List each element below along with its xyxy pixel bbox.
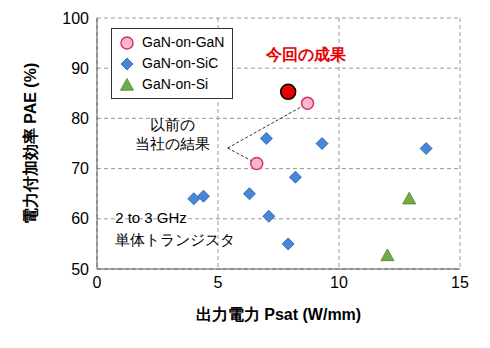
svg-text:80: 80 bbox=[71, 110, 89, 127]
svg-text:100: 100 bbox=[62, 10, 89, 27]
svg-text:電力付加効率 PAE (%): 電力付加効率 PAE (%) bbox=[21, 63, 39, 224]
html-text:GaN-on-GaN: GaN-on-GaN bbox=[142, 34, 225, 50]
svg-text:90: 90 bbox=[71, 60, 89, 77]
svg-text:15: 15 bbox=[451, 274, 469, 291]
svg-text:出力電力 Psat (W/mm): 出力電力 Psat (W/mm) bbox=[196, 306, 361, 323]
svg-text:以前の当社の結果: 以前の当社の結果 bbox=[135, 116, 210, 152]
html-text:GaN-on-SiC: GaN-on-SiC bbox=[142, 55, 219, 71]
svg-text:0: 0 bbox=[93, 274, 102, 291]
svg-text:2 to 3 GHz単体トランジスタ: 2 to 3 GHz単体トランジスタ bbox=[115, 209, 235, 248]
svg-text:70: 70 bbox=[71, 160, 89, 177]
svg-text:今回の成果: 今回の成果 bbox=[265, 46, 347, 63]
html-text:GaN-on-Si: GaN-on-Si bbox=[142, 76, 209, 92]
svg-text:5: 5 bbox=[214, 274, 223, 291]
svg-text:10: 10 bbox=[330, 274, 348, 291]
svg-text:50: 50 bbox=[71, 261, 89, 278]
svg-text:60: 60 bbox=[71, 210, 89, 227]
